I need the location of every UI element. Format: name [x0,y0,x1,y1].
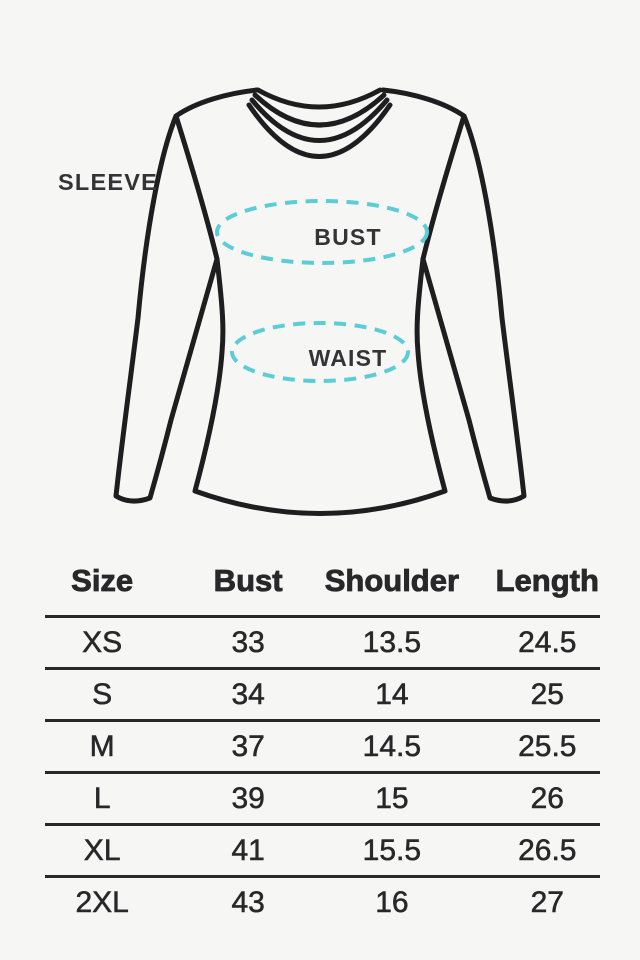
size-cell: XS [82,626,123,660]
table-row-xl: XL 41 15.5 26.5 [45,823,600,875]
size-cell: M [89,730,115,764]
column-header-bust: Bust [213,563,283,599]
column-header-size: Size [71,563,134,599]
garment-diagram: SLEEVE BUST WAIST [58,87,527,516]
column-header-length: Length [495,563,599,599]
bust-cell: 41 [231,834,265,868]
bust-cell: 37 [231,730,265,764]
shoulder-cell: 13.5 [362,626,422,660]
table-row-s: S 34 14 25 [45,667,600,719]
table-row-l: L 39 15 26 [45,771,600,823]
shoulder-cell: 14 [375,678,409,712]
shoulder-cell: 15 [375,782,409,816]
length-cell: 25.5 [518,730,577,764]
length-cell: 25 [530,678,564,712]
size-table: Size Bust Shoulder Length XS 33 13.5 24.… [45,552,600,927]
length-cell: 26.5 [518,834,577,868]
table-row-xs: XS 33 13.5 24.5 [45,615,600,667]
sleeve-label: SLEEVE [58,169,158,195]
waist-label: WAIST [309,345,388,371]
bust-measure-ellipse [215,199,429,265]
bust-cell: 34 [231,678,265,712]
collar-rib-line-1 [252,92,387,128]
length-cell: 26 [530,782,564,816]
bust-cell: 43 [231,886,265,920]
size-cell: 2XL [75,886,129,920]
collar-front-line [246,102,393,159]
bust-label: BUST [314,224,381,250]
left-armhole-seam [173,113,220,262]
size-cell: S [92,678,113,712]
size-cell: L [93,782,111,816]
column-header-shoulder: Shoulder [324,563,460,599]
length-cell: 27 [530,886,564,920]
table-header-row: Size Bust Shoulder Length [45,552,600,615]
shoulder-cell: 15.5 [362,834,422,868]
right-armhole-seam [420,113,467,262]
shirt-outline [113,87,527,516]
size-cell: XL [83,834,121,868]
bust-cell: 33 [231,626,265,660]
length-cell: 24.5 [518,626,577,660]
collar-rib-line-2 [249,97,390,143]
shoulder-cell: 16 [375,886,409,920]
table-row-m: M 37 14.5 25.5 [45,719,600,771]
table-row-2xl: 2XL 43 16 27 [45,875,600,927]
shoulder-cell: 14.5 [362,730,422,764]
bust-cell: 39 [231,782,265,816]
waist-measure-ellipse [230,321,410,383]
collar-back-line [255,87,383,110]
